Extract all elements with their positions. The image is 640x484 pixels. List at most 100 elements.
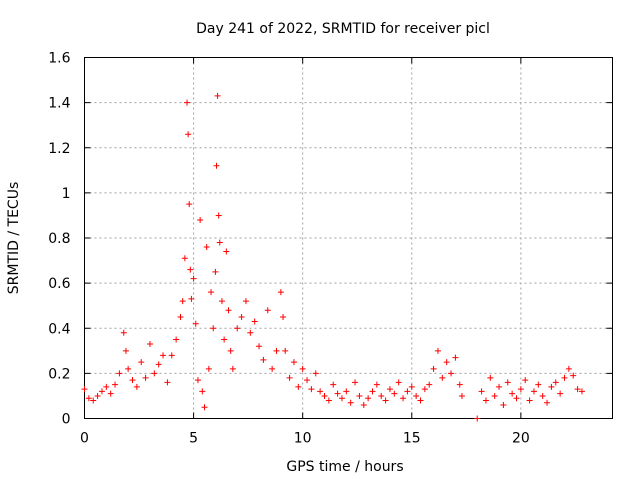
y-tick-label: 0.6 <box>48 276 70 292</box>
data-point <box>177 313 184 320</box>
data-point <box>190 275 197 282</box>
data-point <box>482 397 489 404</box>
y-tick-label: 1.4 <box>48 96 70 112</box>
data-point <box>513 395 520 402</box>
data-point <box>312 370 319 377</box>
data-point <box>561 374 568 381</box>
x-tick-label: 15 <box>403 431 421 447</box>
data-point <box>496 383 503 390</box>
x-tick-label: 20 <box>512 431 530 447</box>
data-point <box>94 392 101 399</box>
data-point <box>168 352 175 359</box>
y-tick-label: 0.4 <box>48 321 70 337</box>
data-point <box>526 397 533 404</box>
data-point <box>570 372 577 379</box>
data-point <box>227 347 234 354</box>
data-point <box>295 383 302 390</box>
data-point <box>197 216 204 223</box>
data-point <box>277 289 284 296</box>
data-point <box>321 392 328 399</box>
data-point <box>304 377 311 384</box>
data-point <box>208 289 215 296</box>
data-point <box>522 377 529 384</box>
y-tick-label: 1.2 <box>48 141 70 157</box>
data-point <box>264 307 271 314</box>
data-point <box>509 390 516 397</box>
data-point <box>85 395 92 402</box>
data-point <box>184 99 191 106</box>
data-point <box>404 388 411 395</box>
data-point <box>378 392 385 399</box>
data-point <box>122 347 129 354</box>
data-point <box>430 365 437 372</box>
data-point <box>273 347 280 354</box>
data-point <box>330 381 337 388</box>
data-point <box>260 356 267 363</box>
data-point <box>90 397 97 404</box>
data-point <box>356 392 363 399</box>
y-tick-label: 1.6 <box>48 51 70 67</box>
data-point <box>386 386 393 393</box>
data-point <box>225 307 232 314</box>
x-tick-label: 10 <box>294 431 312 447</box>
data-point <box>408 383 415 390</box>
data-point <box>439 374 446 381</box>
y-tick-label: 0.2 <box>48 366 70 382</box>
data-point <box>186 201 193 208</box>
data-point <box>133 383 140 390</box>
data-point <box>238 313 245 320</box>
data-point <box>192 320 199 327</box>
data-point <box>214 92 221 99</box>
data-point <box>539 392 546 399</box>
data-point <box>391 390 398 397</box>
data-point <box>343 388 350 395</box>
data-point <box>142 374 149 381</box>
data-point <box>574 386 581 393</box>
plot-frame <box>84 57 613 419</box>
data-point <box>369 388 376 395</box>
data-point <box>400 395 407 402</box>
data-point <box>434 347 441 354</box>
data-point <box>338 395 345 402</box>
data-point <box>448 370 455 377</box>
data-point <box>103 383 110 390</box>
x-tick-label: 0 <box>80 431 89 447</box>
data-point <box>107 390 114 397</box>
x-axis-label: GPS time / hours <box>286 459 403 475</box>
data-point <box>234 325 241 332</box>
data-point <box>201 404 208 411</box>
data-point <box>299 365 306 372</box>
data-point <box>179 298 186 305</box>
data-point <box>218 298 225 305</box>
data-point <box>185 131 192 138</box>
data-point <box>112 381 119 388</box>
data-point <box>365 395 372 402</box>
data-point <box>125 365 132 372</box>
data-point <box>151 370 158 377</box>
data-point <box>382 397 389 404</box>
data-point <box>426 381 433 388</box>
data-point <box>290 359 297 366</box>
x-tick-label: 5 <box>189 431 198 447</box>
y-tick-label: 0.8 <box>48 231 70 247</box>
data-point <box>325 397 332 404</box>
data-point <box>474 415 481 422</box>
data-point <box>552 379 559 386</box>
data-point <box>395 379 402 386</box>
y-tick-label: 1 <box>62 186 71 202</box>
data-point <box>530 388 537 395</box>
data-point <box>215 212 222 219</box>
data-point <box>129 377 136 384</box>
data-point <box>413 392 420 399</box>
data-point <box>443 359 450 366</box>
data-point <box>504 379 511 386</box>
data-point <box>578 388 585 395</box>
data-point <box>500 401 507 408</box>
data-point <box>452 354 459 361</box>
data-point <box>146 341 153 348</box>
data-point <box>98 388 105 395</box>
data-point <box>487 374 494 381</box>
data-point <box>308 386 315 393</box>
